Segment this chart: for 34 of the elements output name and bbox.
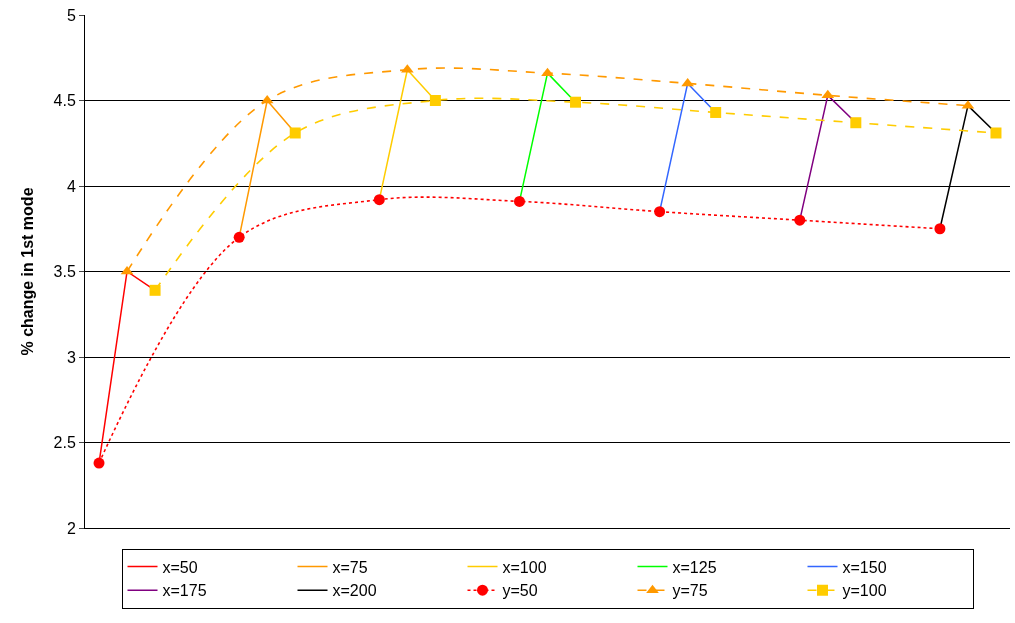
- point: [93, 457, 105, 469]
- point: [513, 195, 525, 207]
- y-tick-label: 2: [66, 519, 76, 537]
- point: [149, 284, 161, 296]
- legend-label: x=175: [162, 582, 207, 600]
- point: [710, 106, 722, 118]
- point: [990, 127, 1002, 139]
- legend-label: x=125: [672, 558, 717, 576]
- y-axis-title: % change in 1st mode: [19, 187, 37, 356]
- y-tick-label: 2.5: [53, 434, 76, 452]
- y-tick-label: 3: [66, 348, 76, 366]
- point: [934, 223, 946, 235]
- y-tick-label: 3.5: [53, 263, 76, 281]
- legend-label: x=150: [842, 558, 887, 576]
- point: [794, 214, 806, 226]
- point: [373, 194, 385, 206]
- point: [850, 117, 862, 129]
- legend-label: x=75: [332, 558, 368, 576]
- point: [289, 127, 301, 139]
- point: [654, 206, 666, 218]
- y-tick-label: 4.5: [53, 92, 76, 110]
- y-tick-label: 5: [66, 6, 76, 24]
- legend-label: x=200: [332, 582, 377, 600]
- legend-label: x=100: [502, 558, 547, 576]
- legend-label: x=50: [162, 558, 198, 576]
- y-tick-label: 4: [66, 177, 76, 195]
- legend-label: y=50: [502, 582, 538, 600]
- point: [570, 96, 582, 108]
- point: [681, 77, 694, 87]
- point: [429, 95, 441, 106]
- legend-label: y=100: [842, 582, 887, 600]
- legend-label: y=75: [672, 582, 708, 600]
- point: [233, 231, 245, 243]
- point: [821, 89, 835, 99]
